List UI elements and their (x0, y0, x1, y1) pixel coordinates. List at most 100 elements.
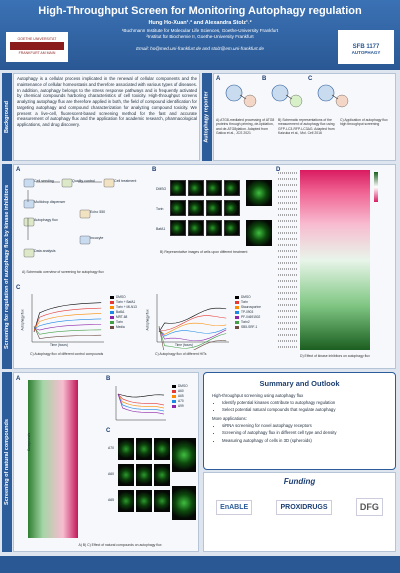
summary-subtitle: More applications: (212, 416, 247, 422)
heatmap-label (278, 256, 298, 258)
section-band: Autophagy reporter (202, 73, 212, 161)
background-text: Autophagy is a cellular process implicat… (17, 76, 197, 128)
microscopy-image (224, 200, 240, 216)
microscopy-image (118, 464, 134, 486)
funding-logo: DFG (355, 498, 383, 516)
microscopy-image (246, 180, 272, 206)
heatmap-label (278, 232, 298, 234)
heatmap-label (278, 304, 298, 306)
series-line (33, 302, 102, 333)
heatmap-label (278, 322, 298, 324)
microscopy-image (118, 438, 134, 460)
microscopy-image (224, 220, 240, 236)
legend-entry: A60 (172, 389, 198, 393)
series-line (158, 327, 227, 342)
row-label: A70 (108, 446, 115, 450)
heatmap-label (278, 226, 298, 228)
caption: B) Schematic representations of the meas… (278, 118, 335, 135)
microscopy-image (154, 464, 170, 486)
logo-subtitle: AUTOPHAGY (351, 50, 381, 55)
heatmap-label (278, 346, 298, 348)
workflow-icon (103, 178, 115, 188)
panel-letter: B (152, 167, 157, 173)
section-label: Screening for regulation of autophagy fl… (4, 184, 11, 349)
microscopy-image (136, 464, 152, 486)
legend-entry: PF-04691502 (235, 315, 275, 319)
diagram-shape (335, 94, 349, 108)
funding-title: Funding (283, 477, 316, 486)
graphic (23, 178, 115, 258)
microscopy-image (170, 200, 186, 216)
logo-right: SFB 1177 AUTOPHAGY (338, 30, 394, 64)
series-line (158, 325, 227, 350)
color-scale (374, 172, 378, 202)
heatmap-label (278, 184, 298, 186)
section-label: Autophagy reporter (204, 91, 210, 143)
workflow-label: Quality control (72, 179, 95, 183)
section-band: Background (2, 73, 12, 161)
microscopy-image (246, 220, 272, 246)
heatmap-label (278, 238, 298, 240)
panel-letter: B (262, 76, 267, 82)
panel-letter: C (308, 76, 313, 82)
title: High-Throughput Screen for Monitoring Au… (38, 5, 362, 17)
diagram-shape (289, 94, 303, 108)
legend-entry: Torin + BafA1 (110, 300, 150, 304)
legend-entry: DMSO (172, 384, 198, 388)
series-line (33, 326, 102, 335)
heatmap-label (278, 262, 298, 264)
affiliation: ¹Buchmann Institute for Molecular Life S… (121, 28, 279, 33)
row-label: A65 (108, 498, 115, 502)
diagram-shape (243, 94, 257, 108)
workflow-label: Data analysis (34, 249, 56, 253)
workflow-label: Incucyte (90, 236, 104, 240)
section (213, 73, 396, 161)
heatmap-label (278, 202, 298, 204)
section-label: Background (4, 100, 10, 134)
workflow-icon (79, 209, 91, 219)
workflow-label: Echo 550 (90, 210, 106, 214)
graphic (271, 84, 303, 108)
heatmap-label (278, 250, 298, 252)
row-label: BafA1 (156, 227, 166, 231)
section-label: Screening of natural compounds (4, 419, 10, 505)
heatmap-label (278, 334, 298, 336)
legend-entry: Torin + MLN13 (110, 305, 150, 309)
microscopy-image (170, 220, 186, 236)
heatmap (300, 170, 370, 350)
caption: D) Effect of kinase inhibitors on autoph… (300, 354, 370, 358)
microscopy-image (188, 200, 204, 216)
heatmap-label (278, 298, 298, 300)
heatmap-label (278, 280, 298, 282)
bullet-list: siRNA screening for novel autophagy rece… (218, 423, 387, 443)
axis (31, 294, 104, 343)
graphic (31, 294, 104, 343)
axis (156, 294, 229, 343)
heatmap-label (278, 292, 298, 294)
series-line (33, 325, 102, 339)
axis-label: Compounds (27, 432, 32, 452)
axis-label: Time (hours) (50, 343, 68, 347)
heatmap-label (278, 214, 298, 216)
heatmap-label (278, 328, 298, 330)
heatmap-label (278, 220, 298, 222)
logo-bottom: FRANKFURT AM MAIN (18, 51, 56, 55)
heatmap-label (278, 316, 298, 318)
series-line (33, 313, 102, 331)
axis (115, 386, 166, 421)
axis-label: Autophagy flux (20, 309, 25, 331)
legend-entry: Torin2 (235, 320, 275, 324)
row-label: A60 (108, 472, 115, 476)
arrow (239, 94, 247, 100)
bullet: Select potential natural compounds that … (222, 407, 387, 413)
microscopy-image (206, 220, 222, 236)
caption: A) B) C) Effect of natural compounds on … (78, 543, 162, 547)
heatmap-label (278, 268, 298, 270)
bullet: Screening of autophagy flux in different… (222, 430, 387, 436)
workflow-label: Cell seeding (34, 179, 54, 183)
arrow (331, 94, 339, 100)
microscopy-image (224, 180, 240, 196)
caption: A) ATG8-mediated processing of ATG8 prot… (216, 118, 275, 135)
legend-entry: A70 (172, 399, 198, 403)
